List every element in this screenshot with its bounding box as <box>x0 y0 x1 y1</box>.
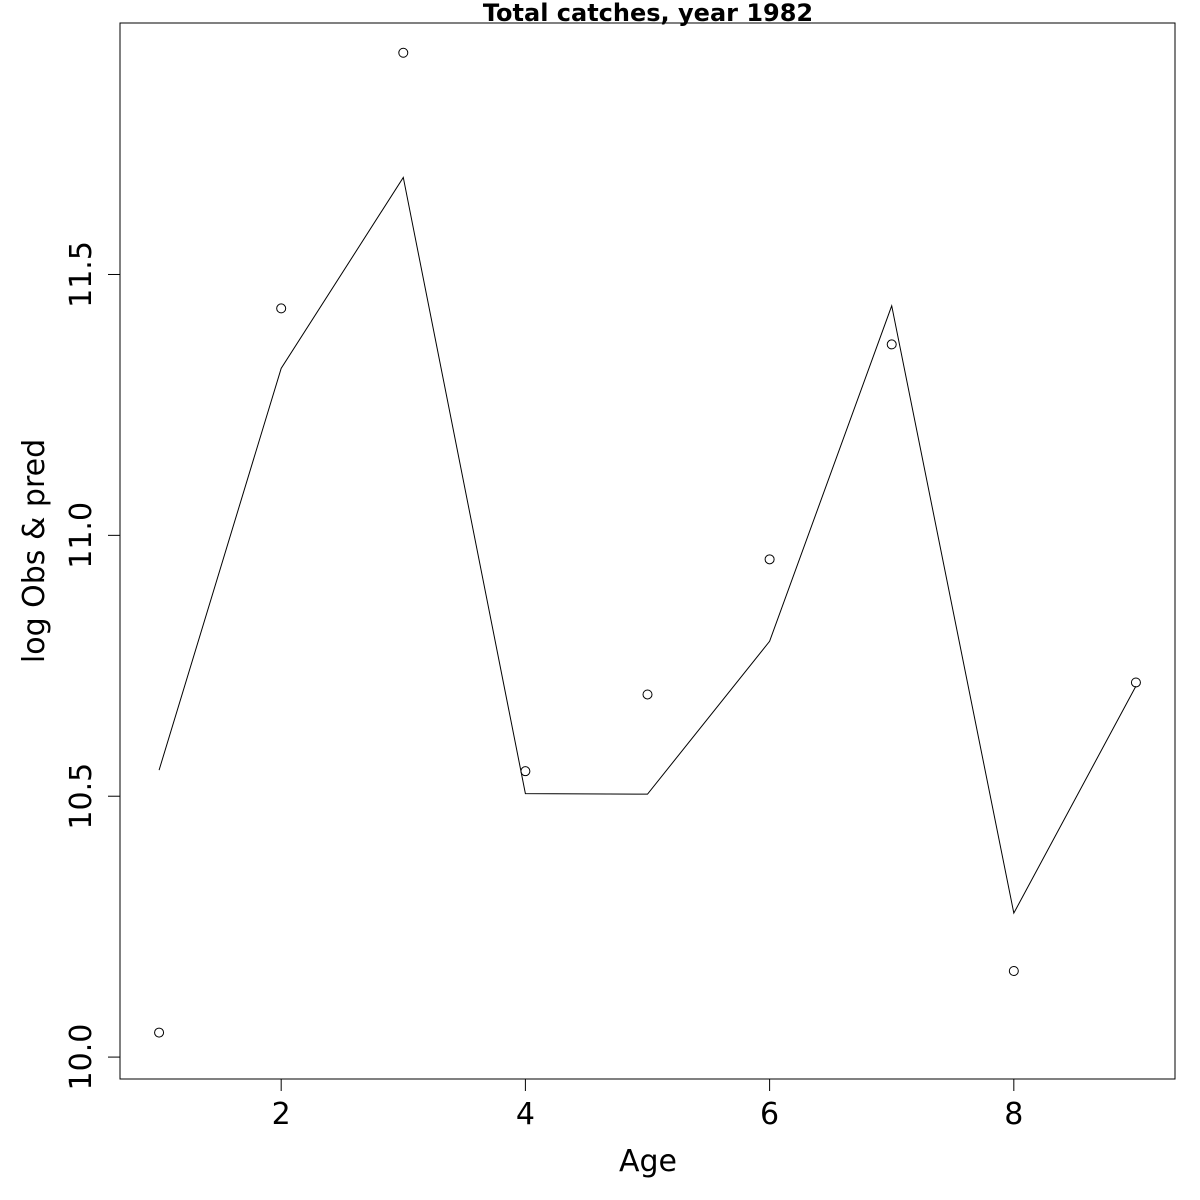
x-tick-label: 2 <box>272 1097 291 1132</box>
observed-point <box>886 339 897 350</box>
observed-point <box>276 303 287 314</box>
predicted-line <box>158 176 1137 915</box>
y-tick-label: 11.0 <box>64 502 99 569</box>
y-tick-label: 10.5 <box>64 763 99 830</box>
y-tick-label: 10.0 <box>64 1024 99 1091</box>
observed-point <box>642 689 653 700</box>
x-tick-label: 6 <box>760 1097 779 1132</box>
observed-point <box>1008 966 1019 976</box>
y-axis: 10.0 10.5 11.0 11.5 <box>64 241 121 1091</box>
observed-point <box>520 766 531 777</box>
x-axis-label: Age <box>619 1144 677 1179</box>
chart-title: Total catches, year 1982 <box>483 0 813 27</box>
observed-point <box>1130 677 1141 688</box>
x-axis: 2 4 6 8 <box>272 1078 1023 1132</box>
x-tick-label: 8 <box>1004 1097 1023 1132</box>
observed-points-series <box>154 47 1141 1038</box>
plot-frame <box>119 22 1176 1080</box>
observed-point <box>154 1027 165 1038</box>
y-tick-label: 11.5 <box>64 241 99 308</box>
observed-point <box>764 554 775 565</box>
predicted-line-series <box>158 176 1137 915</box>
observed-point <box>398 47 409 58</box>
y-axis-label: log Obs & pred <box>17 439 52 663</box>
x-tick-label: 4 <box>516 1097 535 1132</box>
